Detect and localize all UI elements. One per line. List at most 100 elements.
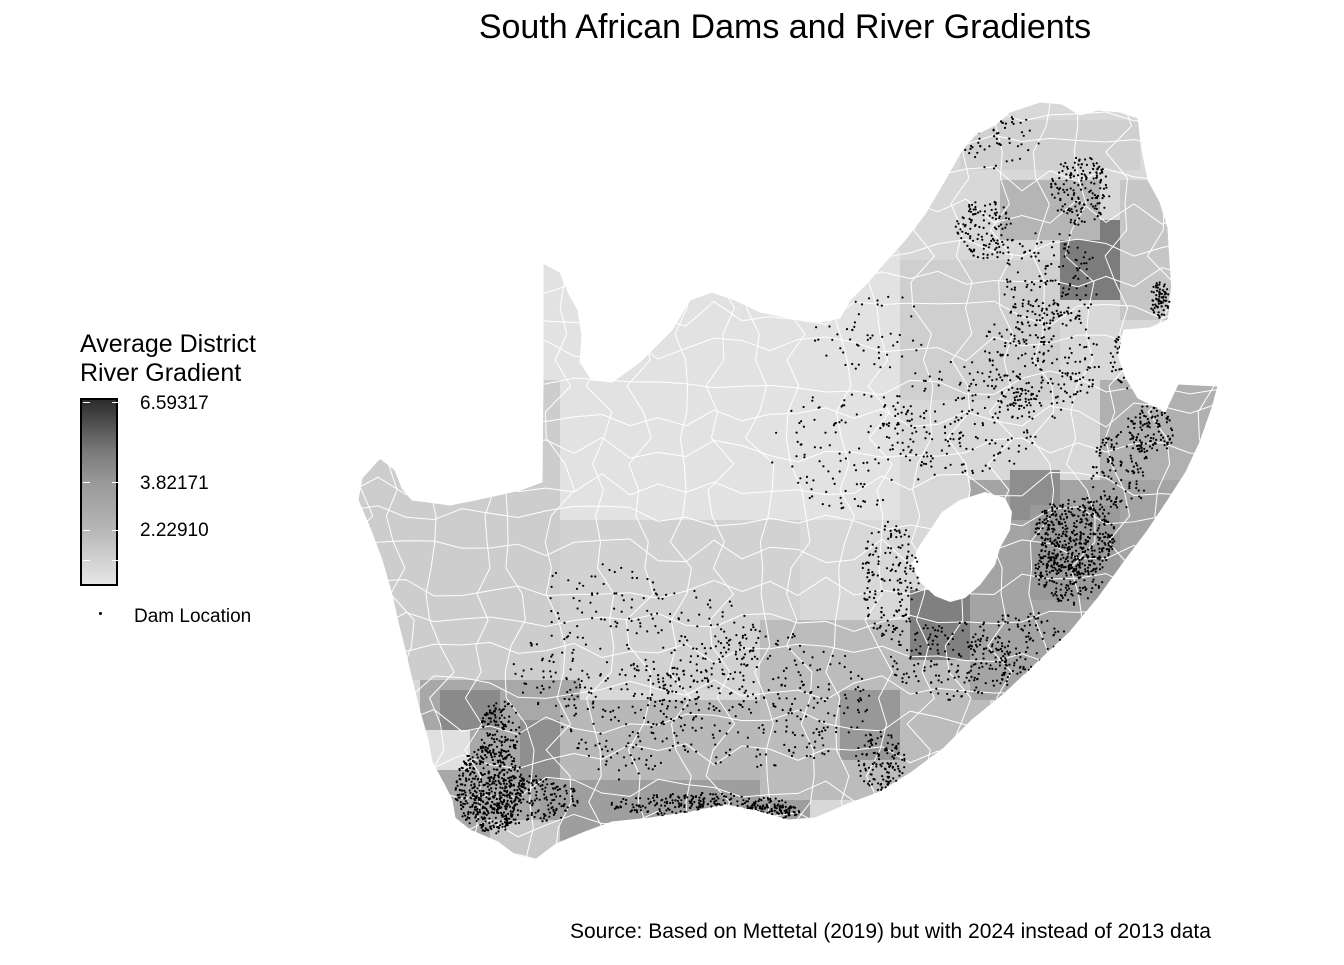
dam-point xyxy=(994,637,997,640)
dam-point xyxy=(798,644,802,647)
dam-point xyxy=(1091,383,1094,386)
dam-point xyxy=(1051,177,1054,181)
dam-point xyxy=(1056,209,1059,212)
dam-point xyxy=(833,482,836,485)
dam-point xyxy=(990,234,993,237)
dam-point xyxy=(1026,283,1029,286)
dam-point xyxy=(461,815,464,818)
dam-point xyxy=(499,765,502,768)
dam-point xyxy=(1095,466,1098,469)
dam-point xyxy=(1071,166,1075,169)
dam-point xyxy=(552,782,555,785)
dam-point xyxy=(626,643,629,647)
dam-point xyxy=(514,672,517,675)
dam-point xyxy=(1134,416,1137,419)
dam-point xyxy=(1044,555,1047,558)
dam-point xyxy=(1056,541,1059,544)
dam-point xyxy=(1048,579,1051,582)
dam-point xyxy=(550,793,554,796)
dam-point xyxy=(1135,483,1138,486)
dam-point xyxy=(514,776,517,779)
dam-point xyxy=(594,695,597,698)
dam-point xyxy=(554,704,558,707)
dam-point xyxy=(467,759,470,762)
dam-point xyxy=(1103,541,1106,545)
dam-point xyxy=(518,787,521,791)
dam-point xyxy=(839,459,842,462)
dam-point xyxy=(749,711,753,714)
dam-point xyxy=(811,399,814,402)
dam-point xyxy=(1096,167,1099,170)
dam-point xyxy=(691,726,694,729)
dam-point xyxy=(1015,375,1018,378)
dam-point xyxy=(1025,429,1029,432)
dam-point xyxy=(1075,549,1078,552)
dam-point xyxy=(658,810,662,813)
dam-point xyxy=(1008,263,1011,266)
dam-point xyxy=(790,754,794,758)
dam-point xyxy=(519,773,523,776)
dam-point xyxy=(1116,347,1119,350)
dam-point xyxy=(890,736,893,739)
dam-point xyxy=(741,634,745,637)
dam-point xyxy=(887,624,890,627)
dam-point xyxy=(909,451,912,454)
dam-point xyxy=(1079,521,1082,524)
dam-point xyxy=(889,551,892,554)
dam-point xyxy=(479,811,482,814)
dam-point xyxy=(1061,371,1064,375)
dam-point xyxy=(1041,537,1044,540)
dam-point xyxy=(486,763,489,766)
dam-point xyxy=(725,651,728,654)
dam-point xyxy=(486,732,489,735)
dam-point xyxy=(808,496,811,500)
dam-point xyxy=(960,237,963,240)
dam-point xyxy=(1011,386,1014,389)
dam-point xyxy=(1043,510,1046,513)
dam-point xyxy=(1016,145,1020,148)
dam-point xyxy=(714,743,717,746)
dam-point xyxy=(1058,233,1061,236)
dam-point xyxy=(547,808,550,811)
dam-point xyxy=(1107,542,1110,545)
dam-point xyxy=(616,752,619,755)
dam-point xyxy=(1038,319,1042,322)
dam-point xyxy=(1029,334,1032,337)
dam-point xyxy=(729,792,733,796)
dam-point xyxy=(955,416,958,419)
dam-point xyxy=(998,410,1001,414)
dam-point xyxy=(819,446,822,449)
dam-point xyxy=(671,810,674,813)
dam-point xyxy=(1131,420,1134,423)
dam-point xyxy=(1035,394,1038,397)
dam-point xyxy=(1027,390,1030,393)
dam-point xyxy=(1052,254,1056,257)
dam-point xyxy=(1001,659,1004,662)
dam-point xyxy=(1080,163,1084,166)
dam-point xyxy=(1051,179,1055,182)
dam-point xyxy=(489,717,492,720)
dam-point xyxy=(838,662,841,665)
dam-point xyxy=(493,791,497,795)
dam-point xyxy=(1080,518,1083,521)
dam-point xyxy=(912,570,915,573)
dam-point xyxy=(1031,305,1035,308)
dam-point xyxy=(488,797,492,800)
dam-point xyxy=(699,793,703,797)
dam-point xyxy=(1061,544,1064,547)
dam-point xyxy=(678,678,681,681)
dam-point xyxy=(711,797,714,801)
dam-point xyxy=(1094,509,1097,512)
dam-point xyxy=(1152,406,1155,409)
dam-point xyxy=(1066,212,1069,215)
dam-point xyxy=(601,563,604,566)
dam-point xyxy=(910,412,913,415)
dam-point xyxy=(1126,343,1129,346)
dam-point xyxy=(919,645,922,648)
dam-point xyxy=(1012,370,1015,373)
dam-point xyxy=(478,784,481,787)
dam-point xyxy=(878,758,881,761)
dam-point xyxy=(905,681,908,685)
dam-point xyxy=(1082,376,1085,379)
dam-point xyxy=(620,668,624,671)
